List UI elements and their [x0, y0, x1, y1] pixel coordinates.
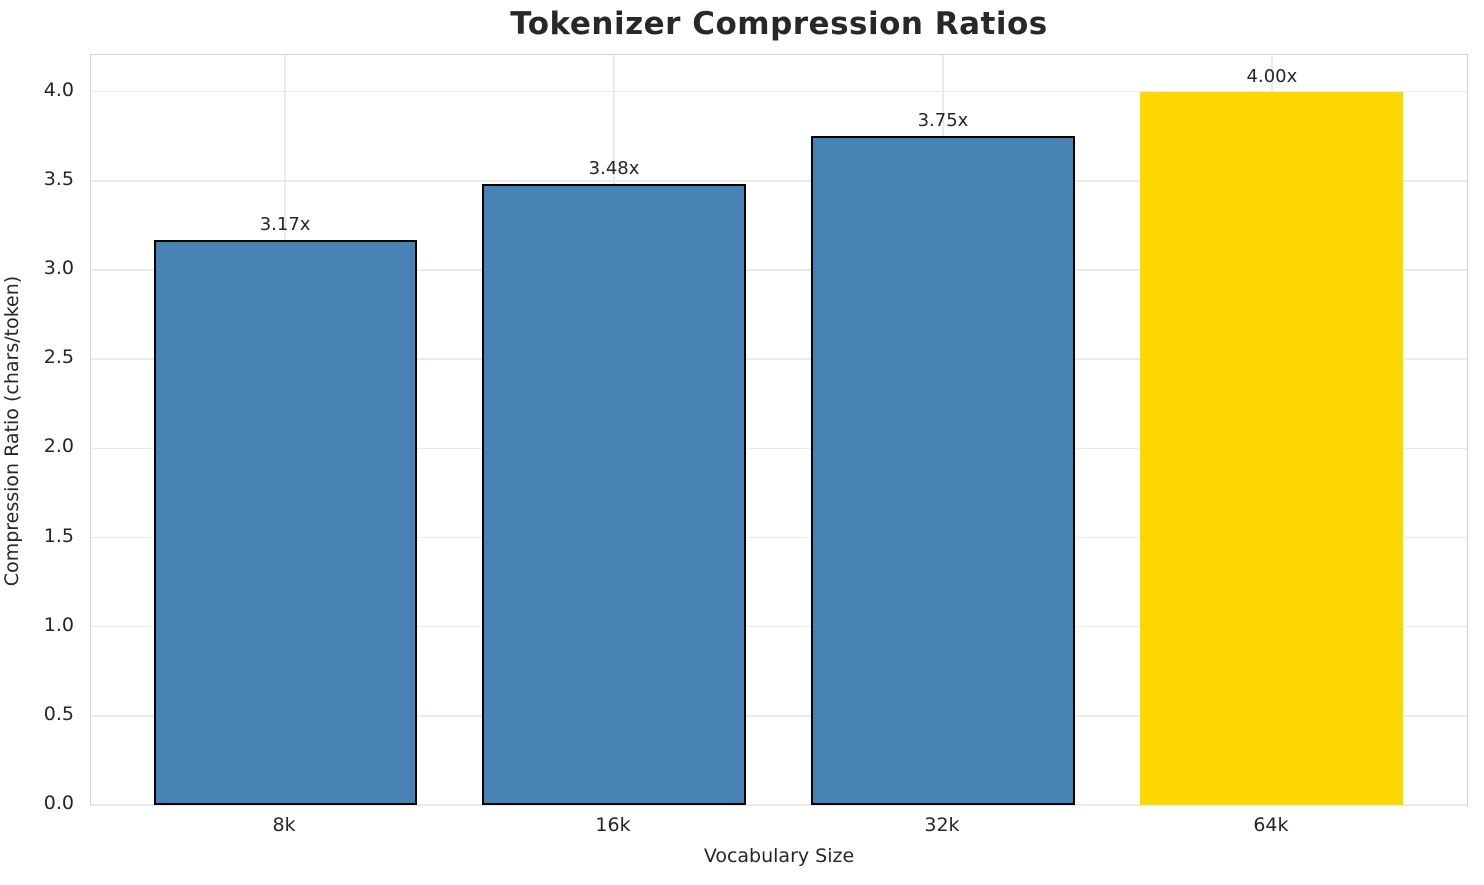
y-tick-label-2.5: 2.5 — [43, 346, 74, 369]
bar-value-label-8k: 3.17x — [259, 213, 311, 235]
bar-value-label-64k: 4.00x — [1246, 65, 1298, 87]
y-tick-label-2.0: 2.0 — [43, 435, 74, 458]
gridline-h-2.0 — [91, 447, 1467, 450]
bar-16k — [482, 184, 746, 805]
x-axis-label: Vocabulary Size — [703, 845, 855, 867]
bar-8k — [153, 239, 417, 805]
y-tick-label-3.5: 3.5 — [43, 167, 74, 190]
x-tick-label-64k: 64k — [1253, 814, 1289, 836]
bar-value-label-32k: 3.75x — [917, 110, 969, 132]
y-tick-label-1.0: 1.0 — [43, 613, 74, 636]
y-axis-label: Compression Ratio (chars/token) — [1, 275, 23, 587]
plot-area: 3.17x 3.48x 3.75x 4.00x — [90, 54, 1468, 806]
gridline-h-4.0 — [91, 90, 1467, 93]
y-tick-label-3.0: 3.0 — [43, 257, 74, 279]
y-tick-label-1.5: 1.5 — [43, 524, 74, 547]
bar-32k — [811, 136, 1075, 805]
gridline-h-3.0 — [91, 269, 1467, 271]
gridline-h-0.0 — [91, 804, 1467, 806]
gridline-h-0.5 — [91, 715, 1467, 717]
gridline-h-3.5 — [91, 180, 1467, 182]
x-tick-label-16k: 16k — [595, 814, 631, 836]
y-tick-label-0.5: 0.5 — [43, 702, 74, 725]
gridline-h-1.0 — [91, 625, 1467, 628]
gridline-h-1.5 — [91, 536, 1467, 539]
y-tick-label-0.0: 0.0 — [43, 792, 74, 814]
bar-64k — [1140, 91, 1404, 805]
x-tick-label-8k: 8k — [272, 814, 296, 836]
bar-value-label-16k: 3.48x — [588, 158, 640, 180]
x-tick-label-32k: 32k — [924, 814, 960, 836]
y-tick-label-4.0: 4.0 — [43, 78, 74, 101]
chart-title: Tokenizer Compression Ratios — [510, 6, 1048, 42]
gridline-h-2.5 — [91, 358, 1467, 360]
